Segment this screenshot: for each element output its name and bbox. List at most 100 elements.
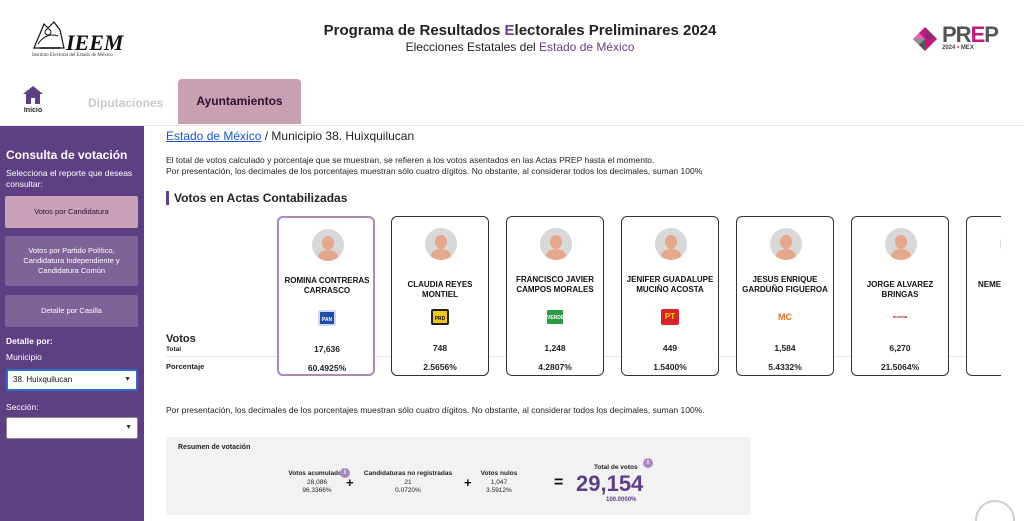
candidate-name: NEMESIO ARROYO: [978, 280, 1001, 289]
row-label-porcentaje: Porcentaje: [166, 362, 205, 371]
candidate-card[interactable]: JESUS ENRIQUE GARDUÑO FIGUEROA MC 1,584 …: [736, 216, 834, 376]
votos-por-candidatura-button[interactable]: Votos por Candidatura: [5, 196, 138, 228]
vote-summary: Resumen de votación Votos acumulados 28,…: [166, 437, 751, 515]
candidate-percentage: 4.2807%: [538, 362, 572, 372]
candidate-votes: 449: [662, 343, 678, 353]
no-registradas-value: 21: [404, 478, 412, 486]
candidate-card[interactable]: NEMESIO ARROYO 0: [966, 216, 1001, 376]
candidate-card[interactable]: ROMINA CONTRERAS CARRASCO PAN 17,636 60.…: [277, 216, 375, 376]
candidate-name: JESUS ENRIQUE GARDUÑO FIGUEROA: [742, 275, 828, 294]
avatar: [885, 228, 917, 260]
row-label-votos: Votos: [166, 333, 196, 345]
party-logo-pan: PAN: [318, 310, 336, 326]
candidate-name: FRANCISCO JAVIER CAMPOS MORALES: [515, 275, 595, 294]
tab-ayuntamientos-label: Ayuntamientos: [196, 94, 283, 108]
candidate-percentage: 60.4925%: [307, 363, 347, 373]
candidate-percentage: 5.4332%: [768, 362, 802, 372]
home-icon: [23, 86, 43, 104]
acumulados-value: 28,086: [307, 478, 327, 486]
summary-title: Resumen de votación: [178, 444, 251, 451]
avatar: [312, 229, 344, 261]
prep-logo-subtext: 2024 • MEX: [942, 45, 974, 51]
chevron-down-icon: ▼: [124, 376, 131, 383]
party-logo-mc: MC: [776, 309, 794, 325]
candidate-card[interactable]: JENIFER GUADALUPE MUCIÑO ACOSTA PT 449 1…: [621, 216, 719, 376]
party-logo-morena: morena: [892, 314, 908, 319]
candidate-votes: 1,248: [544, 343, 566, 353]
ieem-logo-subtext: Instituto Electoral del Estado de México: [32, 53, 113, 58]
title-part: lectorales Preliminares 2024: [514, 22, 717, 39]
info-note: El total de votos calculado y porcentaje…: [166, 155, 906, 177]
row-label-total: Total: [166, 346, 182, 353]
party-logo-pt: PT: [661, 309, 679, 325]
prep-text-part: P: [984, 22, 999, 47]
title-part: Programa de Resultados: [323, 22, 505, 39]
no-registradas-pct: 0.0720%: [395, 487, 421, 494]
municipio-select[interactable]: 38. Huixquilucan ▼: [6, 369, 138, 391]
candidate-percentage: 1.5400%: [653, 362, 687, 372]
candidate-votes: 748: [432, 343, 448, 353]
summary-no-registradas: Candidaturas no registradas 21 0.0720%: [358, 470, 458, 496]
nulos-label: Votos nulos: [480, 470, 518, 477]
municipio-label: Municipio: [6, 352, 42, 362]
scroll-top-button[interactable]: [975, 500, 1015, 521]
party-logo-verde: VERDE: [546, 309, 564, 325]
party-logo-prd: PRD: [431, 309, 449, 325]
candidate-card[interactable]: FRANCISCO JAVIER CAMPOS MORALES VERDE 1,…: [506, 216, 604, 376]
acumulados-pct: 96.3366%: [302, 487, 332, 494]
prep-dot: •: [957, 45, 960, 51]
tab-ayuntamientos[interactable]: Ayuntamientos: [178, 79, 301, 124]
total-votos-value: 29,154: [576, 471, 644, 496]
candidate-card[interactable]: JORGE ALVAREZ BRINGAS morena 6,270 21.50…: [851, 216, 949, 376]
summary-nulos: Votos nulos 1,047 3.5912%: [474, 470, 524, 496]
page-title: Programa de Resultados Electorales Preli…: [0, 22, 1024, 39]
nav-home[interactable]: Inicio: [18, 86, 48, 114]
total-votos-pct: 100.0000%: [606, 497, 637, 503]
sidebar-title: Consulta de votación: [6, 148, 128, 162]
votos-por-partido-button[interactable]: Votos por Partido Político, Candidatura …: [5, 236, 138, 286]
breadcrumb-estado-link[interactable]: Estado de México: [166, 129, 262, 143]
candidate-name: JENIFER GUADALUPE MUCIÑO ACOSTA: [626, 275, 714, 294]
prep-region: MEX: [960, 45, 974, 51]
avatar: [1000, 228, 1001, 260]
avatar: [540, 228, 572, 260]
total-votos-label: Total de votos: [594, 464, 638, 471]
candidate-cards: ROMINA CONTRERAS CARRASCO PAN 17,636 60.…: [270, 210, 1001, 382]
detalle-label: Detalle por:: [6, 336, 53, 346]
candidate-card[interactable]: CLAUDIA REYES MONTIEL PRD 748 2.5656%: [391, 216, 489, 376]
percentage-note: Por presentación, los decimales de los p…: [166, 405, 705, 415]
prep-diamond-icon: [913, 27, 937, 51]
sidebar-description: Selecciona el reporte que deseas consult…: [6, 168, 133, 189]
info-note-line: El total de votos calculado y porcentaje…: [166, 155, 655, 165]
breadcrumb-current: / Municipio 38. Huixquilucan: [261, 129, 415, 143]
ieem-logo[interactable]: IEEM Instituto Electoral del Estado de M…: [30, 18, 125, 60]
title-highlight: E: [504, 22, 515, 39]
top-nav: Inicio Diputaciones: [0, 80, 1024, 126]
subtitle-highlight: Estado de México: [539, 40, 635, 54]
candidate-name: ROMINA CONTRERAS CARRASCO: [284, 276, 370, 295]
summary-acumulados: Votos acumulados 28,086 96.3366%: [272, 470, 362, 496]
home-label: Inicio: [23, 107, 43, 114]
prep-logo[interactable]: PREP 2024 • MEX: [912, 22, 1007, 56]
acumulados-label: Votos acumulados: [288, 470, 346, 477]
candidate-percentage: 21.5064%: [880, 362, 920, 372]
sidebar: Consulta de votación Selecciona el repor…: [0, 126, 144, 521]
avatar: [425, 228, 457, 260]
avatar: [655, 228, 687, 260]
candidate-votes: 17,636: [314, 344, 340, 354]
candidate-name: JORGE ALVAREZ BRINGAS: [866, 280, 934, 299]
plus-sign: +: [346, 475, 354, 490]
info-icon[interactable]: i: [643, 458, 653, 468]
prep-text-e: E: [970, 22, 986, 47]
seccion-select[interactable]: ▼: [6, 417, 138, 439]
no-registradas-label: Candidaturas no registradas: [363, 470, 453, 477]
chevron-down-icon: ▼: [125, 424, 132, 431]
tab-diputaciones[interactable]: Diputaciones: [88, 96, 164, 110]
candidate-percentage: 0: [967, 362, 1001, 372]
nulos-value: 1,047: [490, 478, 508, 486]
prep-text-part: PR: [942, 22, 972, 47]
info-icon[interactable]: i: [340, 468, 350, 478]
detalle-por-casilla-button[interactable]: Detalle por Casilla: [5, 295, 138, 327]
candidate-votes: 6,270: [889, 343, 911, 353]
ieem-emblem-icon: [33, 21, 65, 49]
